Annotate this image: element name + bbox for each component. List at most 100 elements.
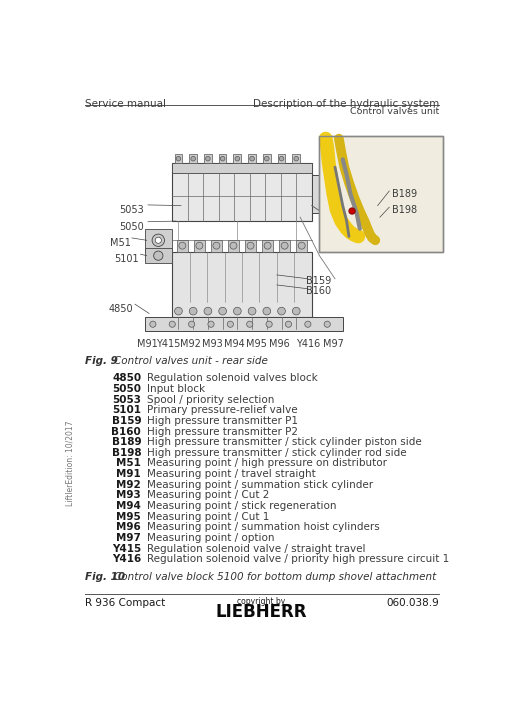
Text: Fig. 10: Fig. 10 bbox=[86, 572, 125, 582]
Circle shape bbox=[348, 208, 354, 214]
Text: 5101: 5101 bbox=[114, 254, 138, 264]
Text: 5050: 5050 bbox=[119, 221, 144, 232]
Text: High pressure transmitter / stick cylinder piston side: High pressure transmitter / stick cylind… bbox=[147, 437, 420, 447]
Text: B189: B189 bbox=[391, 188, 417, 198]
Text: 5050: 5050 bbox=[112, 384, 141, 394]
Circle shape bbox=[324, 321, 330, 327]
Circle shape bbox=[190, 156, 195, 161]
Bar bbox=[277, 154, 285, 163]
Circle shape bbox=[233, 307, 241, 315]
Bar bbox=[172, 252, 311, 317]
Circle shape bbox=[285, 321, 291, 327]
Text: B159: B159 bbox=[111, 416, 141, 426]
Text: M94: M94 bbox=[116, 501, 141, 511]
Circle shape bbox=[220, 156, 224, 161]
Text: B198: B198 bbox=[111, 448, 141, 458]
Circle shape bbox=[218, 307, 226, 315]
Circle shape bbox=[248, 307, 256, 315]
Circle shape bbox=[249, 156, 254, 161]
Bar bbox=[296, 240, 306, 252]
Text: M97: M97 bbox=[322, 339, 343, 349]
Circle shape bbox=[227, 321, 233, 327]
Polygon shape bbox=[327, 186, 342, 202]
Text: Measuring point / summation stick cylinder: Measuring point / summation stick cylind… bbox=[147, 480, 372, 490]
Text: Y416: Y416 bbox=[112, 554, 141, 564]
Text: M96: M96 bbox=[268, 339, 289, 349]
Text: M97: M97 bbox=[116, 533, 141, 543]
Bar bbox=[292, 154, 299, 163]
Circle shape bbox=[195, 242, 203, 249]
Text: M92: M92 bbox=[116, 480, 141, 490]
Text: M95: M95 bbox=[245, 339, 266, 349]
Text: Regulation solenoid valves block: Regulation solenoid valves block bbox=[147, 373, 317, 383]
Text: B160: B160 bbox=[111, 426, 141, 436]
Circle shape bbox=[278, 156, 284, 161]
Circle shape bbox=[266, 321, 272, 327]
Text: 5053: 5053 bbox=[119, 205, 144, 215]
Text: B189: B189 bbox=[111, 437, 141, 447]
Circle shape bbox=[292, 307, 299, 315]
Circle shape bbox=[280, 242, 288, 249]
Text: Control valve block 5100 for bottom dump shovel attachment: Control valve block 5100 for bottom dump… bbox=[114, 572, 436, 582]
Text: Primary pressure-relief valve: Primary pressure-relief valve bbox=[147, 406, 297, 416]
Bar bbox=[248, 154, 256, 163]
Bar bbox=[218, 154, 226, 163]
Text: 060.038.9: 060.038.9 bbox=[385, 598, 438, 608]
Text: Control valves unit - rear side: Control valves unit - rear side bbox=[114, 356, 267, 366]
Circle shape bbox=[230, 242, 237, 249]
Text: Input block: Input block bbox=[147, 384, 205, 394]
Text: 4850: 4850 bbox=[108, 304, 133, 314]
Text: Y416: Y416 bbox=[295, 339, 319, 349]
Text: Measuring point / Cut 1: Measuring point / Cut 1 bbox=[147, 512, 269, 521]
Circle shape bbox=[246, 242, 253, 249]
Text: B160: B160 bbox=[306, 286, 331, 296]
Text: M91: M91 bbox=[137, 339, 157, 349]
Text: copyright by: copyright by bbox=[237, 597, 285, 606]
Text: M91: M91 bbox=[116, 469, 141, 479]
Circle shape bbox=[213, 242, 219, 249]
Circle shape bbox=[204, 307, 211, 315]
Circle shape bbox=[150, 321, 156, 327]
Circle shape bbox=[264, 242, 270, 249]
Text: Fig. 9: Fig. 9 bbox=[86, 356, 118, 366]
Circle shape bbox=[189, 307, 196, 315]
Circle shape bbox=[205, 156, 210, 161]
Bar bbox=[228, 240, 238, 252]
Circle shape bbox=[155, 237, 161, 243]
Bar bbox=[278, 240, 290, 252]
Text: Regulation solenoid valve / priority high pressure circuit 1: Regulation solenoid valve / priority hig… bbox=[147, 554, 448, 564]
Text: High pressure transmitter P2: High pressure transmitter P2 bbox=[147, 426, 297, 436]
Bar bbox=[211, 240, 221, 252]
Text: B159: B159 bbox=[306, 277, 331, 286]
Bar bbox=[193, 240, 205, 252]
Text: M51: M51 bbox=[116, 459, 141, 469]
Text: LIEBHERR: LIEBHERR bbox=[215, 603, 306, 621]
Bar bbox=[311, 175, 338, 214]
Bar bbox=[145, 317, 342, 331]
Circle shape bbox=[263, 307, 270, 315]
Bar bbox=[189, 154, 196, 163]
Text: M92: M92 bbox=[179, 339, 200, 349]
Text: Measuring point / Cut 2: Measuring point / Cut 2 bbox=[147, 490, 269, 500]
Circle shape bbox=[152, 234, 164, 247]
Text: LiftlerEdition: 10/2017: LiftlerEdition: 10/2017 bbox=[65, 421, 74, 506]
Bar bbox=[245, 240, 256, 252]
Circle shape bbox=[246, 321, 252, 327]
Bar bbox=[204, 154, 211, 163]
Circle shape bbox=[293, 156, 298, 161]
Text: M94: M94 bbox=[223, 339, 244, 349]
Bar bbox=[319, 137, 443, 252]
Circle shape bbox=[277, 307, 285, 315]
Text: Control valves unit: Control valves unit bbox=[349, 107, 438, 116]
Text: High pressure transmitter / stick cylinder rod side: High pressure transmitter / stick cylind… bbox=[147, 448, 406, 458]
Text: Regulation solenoid valve / straight travel: Regulation solenoid valve / straight tra… bbox=[147, 544, 364, 554]
Circle shape bbox=[188, 321, 194, 327]
Bar bbox=[177, 240, 187, 252]
Circle shape bbox=[176, 156, 180, 161]
Bar bbox=[319, 137, 443, 252]
Circle shape bbox=[235, 156, 239, 161]
Bar bbox=[172, 163, 311, 221]
Bar bbox=[233, 154, 241, 163]
Text: Measuring point / summation hoist cylinders: Measuring point / summation hoist cylind… bbox=[147, 522, 379, 532]
Text: Description of the hydraulic system: Description of the hydraulic system bbox=[252, 99, 438, 109]
